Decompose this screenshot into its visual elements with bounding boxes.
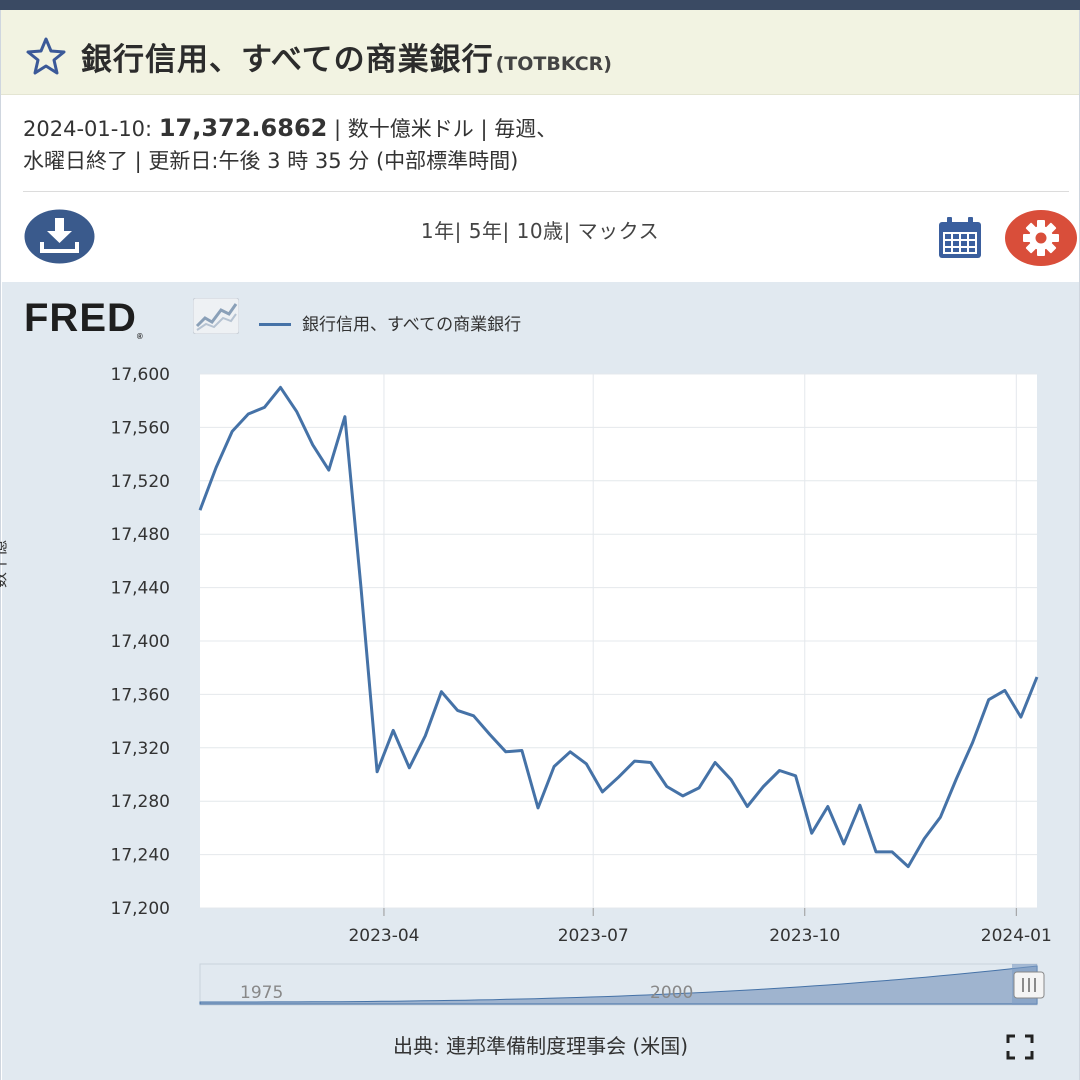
navigator-series-fill xyxy=(199,965,1038,1005)
units-frequency: | 数十億米ドル | 毎週、 xyxy=(334,117,558,141)
range-separator: | xyxy=(563,219,571,243)
series-title: 銀行信用、すべての商業銀行 (TOTBKCR) xyxy=(81,34,612,79)
y-tick-label: 17,440 xyxy=(111,579,170,599)
y-tick-label: 17,240 xyxy=(111,846,170,866)
calendar-icon[interactable] xyxy=(937,215,983,261)
series-id: (TOTBKCR) xyxy=(495,53,612,75)
y-tick-label: 17,560 xyxy=(111,418,170,438)
x-tick-labels: 2023-04 2023-07 2023-10 2024-01 xyxy=(348,926,1051,946)
navigator-label-1975: 1975 xyxy=(240,983,283,1003)
meta-line-1: 2024-01-10: 17,372.6862 | 数十億米ドル | 毎週、 xyxy=(23,112,1033,145)
fred-logo: FRED® xyxy=(24,296,144,341)
x-tick-label: 2023-10 xyxy=(769,926,840,946)
y-tick-label: 17,280 xyxy=(111,792,170,812)
series-line-layer xyxy=(198,385,1039,869)
fred-graph-icon xyxy=(193,298,239,334)
navigator-handle[interactable] xyxy=(1013,971,1045,999)
range-separator: | xyxy=(502,219,510,243)
y-tick-label: 17,320 xyxy=(111,739,170,759)
navigator-label-2000: 2000 xyxy=(650,983,693,1003)
y-tick-label: 17,360 xyxy=(111,685,170,705)
star-icon[interactable] xyxy=(25,36,67,76)
x-tick-label: 2024-01 xyxy=(981,926,1052,946)
divider xyxy=(23,191,1069,192)
top-edge-bar xyxy=(0,0,1080,10)
chart-panel: FRED® 銀行信用、すべての商業銀行 数十億 17,200 17,240 17,2… xyxy=(0,282,1079,1080)
range-max-link[interactable]: マックス xyxy=(577,219,660,243)
series-line xyxy=(198,385,1039,869)
meta-line-2: 水曜日終了 | 更新日:午後 3 時 35 分 (中部標準時間) xyxy=(23,149,519,173)
y-tick-label: 17,520 xyxy=(111,472,170,492)
y-tick-label: 17,600 xyxy=(111,365,170,385)
y-tick-label: 17,200 xyxy=(111,899,170,919)
fred-logo-text: FRED xyxy=(24,296,137,340)
y-tick-labels: 17,200 17,240 17,280 17,320 17,360 17,400 17,4… xyxy=(111,365,170,919)
fullscreen-icon[interactable] xyxy=(1006,1034,1034,1060)
grid-layer xyxy=(200,373,1037,916)
y-tick-label: 17,400 xyxy=(111,632,170,652)
chart-svg: 17,200 17,240 17,280 17,320 17,360 17,400 17,4… xyxy=(111,365,1052,1006)
x-tick-label: 2023-07 xyxy=(558,926,629,946)
observation-date: 2024-01-10: xyxy=(23,117,153,141)
range-1y-link[interactable]: 1年 xyxy=(420,219,455,243)
range-selector: 1年| 5年| 10歳| マックス xyxy=(1,215,1079,244)
series-meta: 2024-01-10: 17,372.6862 | 数十億米ドル | 毎週、 水… xyxy=(23,112,1033,177)
range-5y-link[interactable]: 5年 xyxy=(468,219,503,243)
source-note: 出典: 連邦準備制度理事会 (米国) xyxy=(392,1034,689,1058)
range-separator: | xyxy=(454,219,462,243)
x-tick-label: 2023-04 xyxy=(348,926,419,946)
title-bar: 銀行信用、すべての商業銀行 (TOTBKCR) xyxy=(1,10,1079,95)
range-10y-link[interactable]: 10歳 xyxy=(516,219,564,243)
series-page: 銀行信用、すべての商業銀行 (TOTBKCR) 2024-01-10: 17,37… xyxy=(0,10,1080,1080)
settings-gear-icon[interactable] xyxy=(1005,210,1077,266)
observation-value: 17,372.6862 xyxy=(158,114,328,142)
legend-swatch xyxy=(259,323,291,326)
y-tick-label: 17,480 xyxy=(111,525,170,545)
download-icon[interactable] xyxy=(24,209,95,264)
legend-label: 銀行信用、すべての商業銀行 xyxy=(302,315,522,335)
series-title-text: 銀行信用、すべての商業銀行 xyxy=(81,42,494,78)
